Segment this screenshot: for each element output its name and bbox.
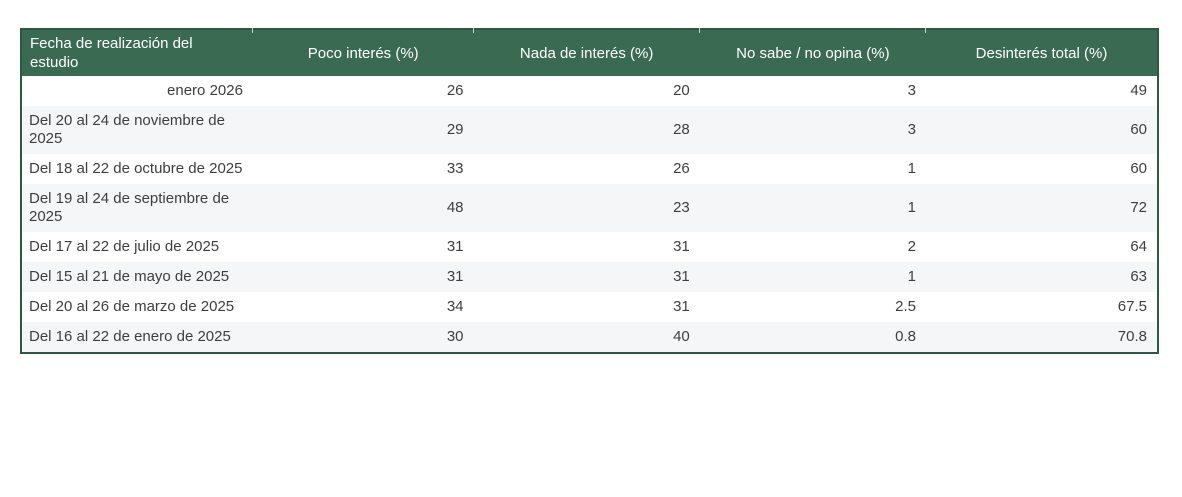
cell-value: 3 [699,106,926,154]
column-header-desinteres-total: Desinterés total (%) [925,27,1158,76]
table-row: Del 19 al 24 de septiembre de 2025 48 23 1 7… [21,184,1158,232]
table-header: Fecha de realización del estudio Poco in… [21,27,1158,76]
cell-value: 60 [926,154,1158,184]
cell-value: 31 [252,262,474,292]
column-header-nada-de-interes: Nada de interés (%) [472,27,700,76]
cell-fecha: Del 15 al 21 de mayo de 2025 [21,262,253,292]
header-row: Fecha de realización del estudio Poco in… [21,27,1158,76]
cell-value: 70.8 [926,322,1158,353]
cell-value: 0.8 [699,322,926,353]
cell-fecha: enero 2026 [21,76,253,106]
cell-value: 28 [473,106,700,154]
cell-value: 31 [473,232,700,262]
cell-value: 40 [473,322,700,353]
cell-value: 1 [699,184,926,232]
cell-value: 26 [252,76,474,106]
table-row: Del 16 al 22 de enero de 2025 30 40 0.8 70.8 [21,322,1158,353]
survey-table-container: Fecha de realización del estudio Poco in… [20,27,1159,354]
cell-value: 31 [473,262,700,292]
cell-value: 31 [252,232,474,262]
cell-fecha: Del 17 al 22 de julio de 2025 [21,232,253,262]
cell-value: 48 [252,184,474,232]
cell-value: 49 [926,76,1158,106]
interest-table: Fecha de realización del estudio Poco in… [20,27,1159,354]
cell-value: 2.5 [699,292,926,322]
cell-value: 23 [473,184,700,232]
cell-fecha: Del 19 al 24 de septiembre de 2025 [21,184,253,232]
column-header-fecha: Fecha de realización del estudio [21,29,253,76]
cell-value: 34 [252,292,474,322]
cell-fecha: Del 16 al 22 de enero de 2025 [21,322,253,353]
cell-value: 1 [699,154,926,184]
cell-value: 72 [926,184,1158,232]
cell-fecha: Del 20 al 24 de noviembre de 2025 [21,106,253,154]
cell-value: 20 [473,76,700,106]
cell-value: 26 [473,154,700,184]
table-row: Del 18 al 22 de octubre de 2025 33 26 1 60 [21,154,1158,184]
cell-value: 3 [699,76,926,106]
table-row: Del 20 al 24 de noviembre de 2025 29 28 3 60 [21,106,1158,154]
cell-fecha: Del 18 al 22 de octubre de 2025 [21,154,253,184]
cell-value: 2 [699,232,926,262]
cell-value: 60 [926,106,1158,154]
cell-value: 1 [699,262,926,292]
table-row: Del 20 al 26 de marzo de 2025 34 31 2.5 67.5 [21,292,1158,322]
cell-value: 29 [252,106,474,154]
cell-value: 63 [926,262,1158,292]
table-row: Del 15 al 21 de mayo de 2025 31 31 1 63 [21,262,1158,292]
cell-value: 31 [473,292,700,322]
column-header-poco-interes: Poco interés (%) [251,27,474,76]
cell-value: 67.5 [926,292,1158,322]
table-body: enero 2026 26 20 3 49 Del 20 al 24 de noviemb… [21,76,1158,353]
table-row: enero 2026 26 20 3 49 [21,76,1158,106]
table-row: Del 17 al 22 de julio de 2025 31 31 2 64 [21,232,1158,262]
cell-value: 30 [252,322,474,353]
cell-value: 64 [926,232,1158,262]
column-header-no-sabe-no-opina: No sabe / no opina (%) [698,27,926,76]
cell-value: 33 [252,154,474,184]
cell-fecha: Del 20 al 26 de marzo de 2025 [21,292,253,322]
